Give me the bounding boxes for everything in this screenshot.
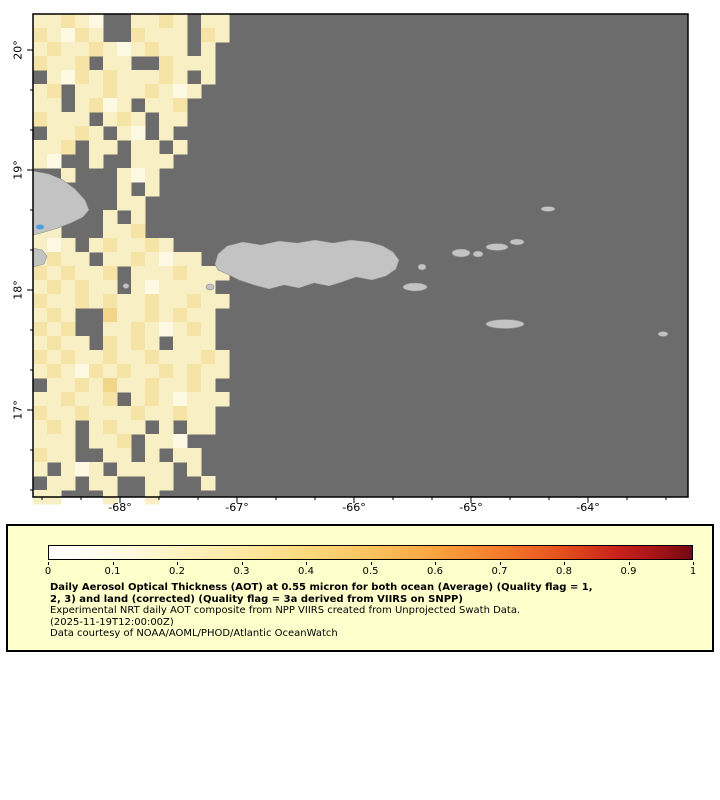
colorbar-tick-label: 0.1 bbox=[104, 566, 121, 577]
colorbar-tick-label: 0.7 bbox=[491, 566, 508, 577]
legend-title-line1: Daily Aerosol Optical Thickness (AOT) at… bbox=[50, 582, 593, 593]
longitude-label: -65° bbox=[459, 501, 483, 514]
longitude-label: -66° bbox=[342, 501, 366, 514]
colorbar-tick-mark bbox=[177, 562, 178, 565]
axis-ticks bbox=[27, 49, 667, 503]
land-masses bbox=[32, 170, 669, 337]
st-thomas bbox=[451, 248, 471, 258]
puerto-rico bbox=[214, 239, 400, 290]
legend-timestamp: (2025-11-19T12:00:00Z) bbox=[50, 616, 174, 628]
latitude-label: 20° bbox=[11, 40, 25, 60]
aot-data-cells bbox=[33, 14, 230, 505]
colorbar-tick-mark bbox=[435, 562, 436, 565]
longitude-label: -68° bbox=[108, 501, 132, 514]
latitude-axis: 20° 19° 18° 17° bbox=[0, 14, 33, 497]
anegada bbox=[540, 206, 556, 212]
virgin-gorda bbox=[509, 238, 525, 246]
longitude-label: -64° bbox=[576, 501, 600, 514]
legend-subtitle: Experimental NRT daily AOT composite fro… bbox=[50, 605, 521, 616]
aot-map-canvas bbox=[27, 13, 689, 505]
colorbar-tick-mark bbox=[112, 562, 114, 565]
vieques bbox=[402, 282, 428, 292]
colorbar-tick-label: 0.8 bbox=[556, 566, 572, 577]
colorbar-tick-label: 0.9 bbox=[620, 566, 637, 577]
colorbar-tick-label: 0.2 bbox=[169, 566, 185, 577]
legend-panel: 0 0.1 0.2 0.3 0.4 0.5 0.6 0.7 0.8 0.9 1 Daily Aero… bbox=[6, 524, 714, 652]
latitude-label: 17° bbox=[11, 400, 25, 420]
colorbar-tick-label: 1 bbox=[689, 566, 697, 577]
beata-speck bbox=[122, 283, 130, 289]
mona-island bbox=[205, 283, 215, 291]
colorbar-tick-mark bbox=[499, 562, 501, 565]
latitude-label: 18° bbox=[11, 280, 25, 300]
colorbar-tick-label: 0.6 bbox=[427, 566, 443, 577]
hispaniola-east-tip bbox=[32, 170, 90, 236]
longitude-label: -67° bbox=[225, 501, 249, 514]
colorbar-tick-label: 0.3 bbox=[233, 566, 250, 577]
small-island-east bbox=[657, 331, 669, 337]
colorbar-tick-mark bbox=[370, 562, 372, 565]
colorbar-tick-label: 0 bbox=[44, 566, 52, 577]
colorbar-tick-mark bbox=[48, 562, 49, 565]
colorbar-tick-label: 0.4 bbox=[298, 566, 314, 577]
legend-text: Daily Aerosol Optical Thickness (AOT) at… bbox=[50, 582, 593, 640]
culebra bbox=[417, 263, 427, 271]
st-croix bbox=[485, 319, 525, 329]
colorbar-tick-mark bbox=[564, 562, 565, 565]
tortola bbox=[485, 243, 509, 251]
legend-credit: Data courtesy of NOAA/AOML/PHOD/Atlantic… bbox=[50, 628, 338, 639]
colorbar-tick-mark bbox=[306, 562, 307, 565]
legend-title-line2: 2, 3) and land (corrected) (Quality flag… bbox=[50, 593, 463, 605]
colorbar-tick-label: 0.5 bbox=[362, 566, 379, 577]
map-border bbox=[32, 13, 689, 498]
colorbar-tick-mark bbox=[628, 562, 630, 565]
st-john bbox=[472, 250, 484, 258]
colorbar-tick-mark bbox=[693, 562, 694, 565]
latitude-label: 19° bbox=[11, 160, 25, 180]
longitude-axis: -68° -67° -66° -65° -64° bbox=[33, 498, 688, 518]
map-area: 20° 19° 18° 17° -68° -67° -66° -65° -64° bbox=[0, 13, 689, 518]
lake-enriquillo bbox=[36, 224, 44, 230]
colorbar-tick-mark bbox=[241, 562, 243, 565]
colorbar-gradient bbox=[48, 545, 693, 560]
